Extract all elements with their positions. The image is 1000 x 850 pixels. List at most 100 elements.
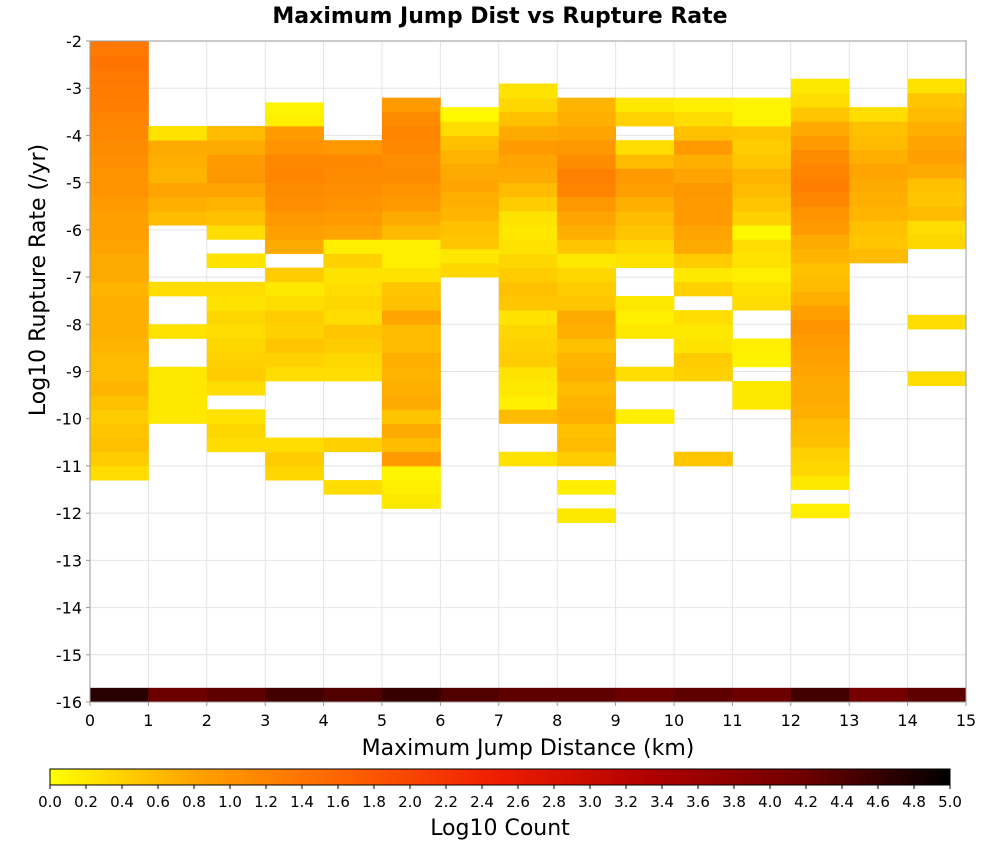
heatmap-cell (323, 140, 383, 155)
heatmap-cell (148, 182, 208, 198)
heatmap-cell (557, 140, 616, 155)
heatmap-cell (849, 149, 908, 165)
heatmap-cell (206, 409, 266, 424)
heatmap-cell (557, 451, 616, 467)
heatmap-cell (498, 366, 558, 382)
heatmap-cell (90, 253, 149, 269)
heatmap-cell (498, 451, 558, 467)
heatmap-cell (790, 220, 850, 235)
heatmap-cell (907, 371, 967, 387)
x-tick-label: 2 (202, 711, 212, 730)
heatmap-cell (557, 366, 616, 382)
heatmap-cell (440, 206, 500, 221)
colorbar-tick-label: 0.2 (74, 793, 98, 811)
heatmap-cell (206, 324, 266, 339)
heatmap-cell (674, 168, 733, 184)
heatmap-cell (498, 196, 558, 212)
x-tick-label: 12 (781, 711, 801, 730)
heatmap-cell (674, 154, 733, 169)
heatmap-cell (440, 149, 500, 165)
x-tick-label: 5 (377, 711, 387, 730)
colorbar-tick-label: 2.8 (542, 793, 566, 811)
x-tick-label: 4 (319, 711, 329, 730)
x-tick-label: 3 (260, 711, 270, 730)
heatmap-cell (382, 338, 441, 354)
heatmap-cell (382, 281, 441, 297)
heatmap-cell (382, 140, 441, 155)
heatmap-cell (148, 281, 208, 297)
heatmap-cell (206, 437, 266, 453)
heatmap-cell (440, 192, 500, 207)
heatmap-cell (498, 111, 558, 127)
colorbar-gradient (49, 768, 951, 786)
y-tick-label: -7 (66, 268, 82, 287)
heatmap-cell (265, 210, 324, 226)
colorbar-tick-label: 2.2 (434, 793, 458, 811)
heatmap-cell (732, 154, 792, 169)
heatmap-cell (265, 154, 324, 169)
y-tick-label: -8 (66, 315, 82, 334)
heatmap-cell (265, 182, 324, 198)
heatmap-cell (265, 352, 324, 368)
heatmap-cell (557, 423, 616, 438)
heatmap-cell (790, 107, 850, 122)
heatmap-cell (90, 210, 149, 226)
heatmap-cell (790, 234, 850, 250)
heatmap-cell (265, 196, 324, 212)
heatmap-cell (382, 182, 441, 198)
heatmap-cell (790, 177, 850, 193)
heatmap-cell (498, 225, 558, 240)
x-axis-ticks: 0 1 2 3 4 5 6 7 8 9 10 11 12 13 14 15 (85, 702, 976, 730)
heatmap-cell (206, 310, 266, 325)
colorbar-tick-label: 4.0 (758, 793, 782, 811)
heatmap-cell (615, 324, 675, 339)
y-tick-label: -10 (56, 410, 82, 429)
heatmap-cell (732, 352, 792, 368)
heatmap-cell (907, 107, 967, 122)
y-axis-ticks: -2 -3 -4 -5 -6 -7 -8 -9 -10 -11 -12 -13 -14 -15 -16 (56, 32, 90, 712)
heatmap-cell (206, 253, 266, 269)
heatmap-cell (265, 168, 324, 184)
heatmap-cell (382, 409, 441, 424)
colorbar-tick-label: 3.8 (722, 793, 746, 811)
heatmap-cell (206, 125, 266, 141)
x-tick-label: 13 (839, 711, 859, 730)
heatmap-cell (732, 97, 792, 113)
heatmap-cell (323, 366, 383, 382)
heatmap-cell (382, 687, 441, 703)
heatmap-cell (615, 168, 675, 184)
heatmap-cell (615, 310, 675, 325)
heatmap-cell (849, 234, 908, 250)
heatmap-cell (615, 97, 675, 113)
heatmap-cell (90, 111, 149, 127)
heatmap-cell (790, 163, 850, 179)
x-tick-label: 9 (611, 711, 621, 730)
colorbar-tick-label: 3.4 (650, 793, 674, 811)
heatmap-cell (382, 111, 441, 127)
heatmap-cell (557, 338, 616, 354)
heatmap-cell (674, 267, 733, 283)
heatmap-cell (732, 253, 792, 269)
heatmap-cell (382, 253, 441, 269)
heatmap-cell (674, 324, 733, 339)
heatmap-cell (440, 220, 500, 235)
heatmap-cell (90, 154, 149, 169)
heatmap-cell (790, 376, 850, 391)
heatmap-cell (674, 281, 733, 297)
heatmap-cell (674, 366, 733, 382)
heatmap-cell (265, 140, 324, 155)
y-tick-label: -2 (66, 32, 82, 51)
heatmap-cell (382, 310, 441, 325)
heatmap-cell (557, 281, 616, 297)
heatmap-cell (790, 248, 850, 264)
heatmap-cell (90, 324, 149, 339)
heatmap-cell (206, 423, 266, 438)
heatmap-cell (90, 97, 149, 113)
heatmap-cell (382, 154, 441, 169)
heatmap-cell (674, 310, 733, 325)
heatmap-cell (206, 281, 266, 297)
heatmap-cell (206, 140, 266, 155)
heatmap-cell (206, 210, 266, 226)
heatmap-cell (90, 352, 149, 368)
heatmap-cell (907, 163, 967, 179)
